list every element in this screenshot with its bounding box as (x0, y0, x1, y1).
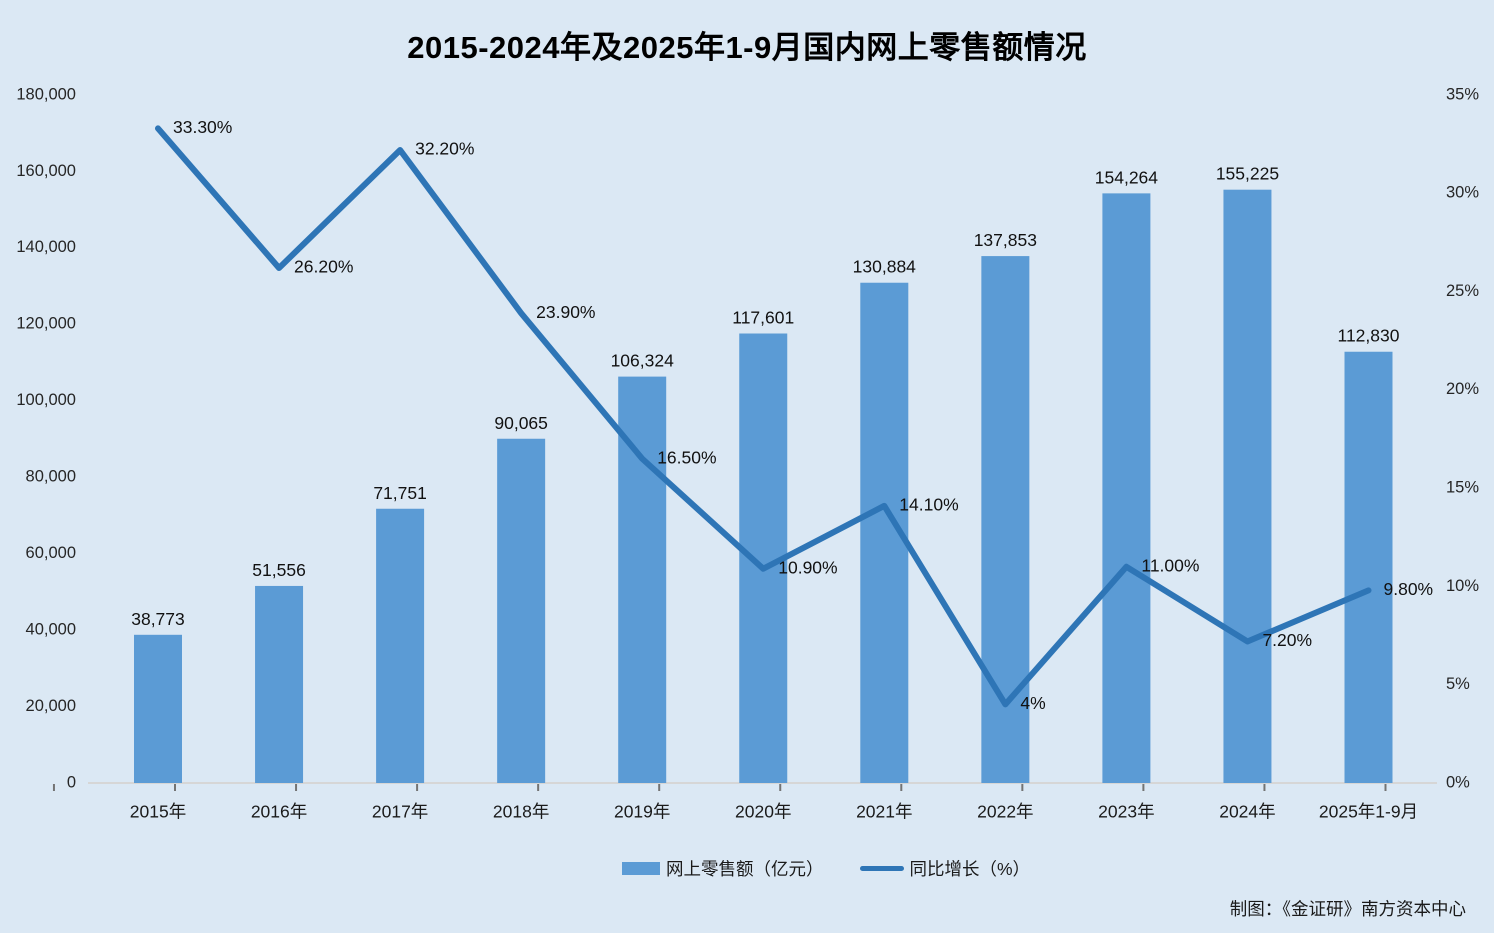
left-axis-tick-label: 60,000 (26, 544, 76, 562)
left-axis-tick-label: 80,000 (26, 468, 76, 486)
bar-value-label: 38,773 (131, 609, 185, 629)
bar-value-label: 137,853 (974, 230, 1037, 250)
category-label: 2020年 (735, 802, 791, 822)
x-axis (52, 782, 1437, 791)
category-label: 2017年 (372, 802, 428, 822)
right-axis-tick-label: 10% (1446, 577, 1479, 595)
growth-label: 26.20% (294, 257, 353, 277)
bar-value-label: 112,830 (1338, 326, 1400, 346)
bar (497, 438, 546, 783)
bar (376, 508, 425, 783)
bar-value-label: 71,751 (373, 483, 427, 503)
bar-value-label: 51,556 (252, 560, 306, 580)
growth-label: 7.20% (1262, 630, 1312, 650)
right-axis-tick-label: 0% (1446, 773, 1470, 791)
category-label: 2018年 (493, 802, 549, 822)
category-label: 2023年 (1098, 802, 1154, 822)
growth-label: 4% (1020, 693, 1045, 713)
growth-label: 14.10% (899, 494, 958, 514)
bar-series (134, 189, 1393, 783)
category-label: 2016年 (251, 802, 307, 822)
right-axis-tick-label: 25% (1446, 282, 1479, 300)
left-axis-tick-label: 140,000 (16, 238, 76, 256)
bar (255, 585, 304, 783)
chart-title: 2015-2024年及2025年1-9月国内网上零售额情况 (407, 30, 1087, 65)
left-axis-tick-label: 100,000 (16, 391, 76, 409)
growth-label: 9.80% (1384, 579, 1434, 599)
left-axis-tick-label: 40,000 (26, 620, 76, 638)
bar (618, 376, 667, 783)
y-axis-left: 0 20,000 40,000 60,000 80,000 100,000 120,000 1… (16, 85, 76, 791)
right-axis-tick-label: 5% (1446, 675, 1470, 693)
bar (1344, 351, 1393, 783)
bar (1102, 193, 1151, 783)
y-axis-right: 0% 5% 10% 15% 20% 25% 30% 35% (1446, 85, 1479, 791)
category-label: 2022年 (977, 802, 1033, 822)
bar-value-label: 155,225 (1216, 164, 1279, 184)
legend-item-line-series: 同比增长（%） (859, 856, 1031, 881)
legend-bar-label: 网上零售额（亿元） (666, 859, 824, 879)
line-series-swatch-icon (859, 866, 904, 871)
bar (134, 634, 182, 783)
growth-label: 16.50% (657, 447, 716, 467)
bar-value-labels: 38,773 51,556 71,751 90,065 106,324 117,601 13… (131, 164, 1400, 629)
bar-value-label: 130,884 (853, 257, 917, 277)
left-axis-tick-label: 160,000 (16, 162, 76, 180)
legend-item-bar-series: 网上零售额（亿元） (622, 856, 824, 881)
category-label: 2021年 (856, 802, 912, 822)
credit-text: 制图：《金证研》南方资本中心 (1229, 899, 1466, 919)
bar-value-label: 106,324 (611, 351, 675, 371)
category-label: 2019年 (614, 802, 670, 822)
category-label: 2015年 (130, 802, 186, 822)
bar-value-label: 90,065 (494, 413, 548, 433)
legend-line-label: 同比增长（%） (909, 859, 1031, 879)
growth-label: 23.90% (536, 302, 595, 322)
left-axis-tick-label: 0 (67, 773, 76, 791)
growth-label: 11.00% (1141, 555, 1199, 575)
right-axis-tick-label: 15% (1446, 479, 1479, 497)
category-label: 2024年 (1219, 802, 1275, 822)
growth-labels: 33.30% 26.20% 32.20% 23.90% 16.50% 10.90% 14.1… (173, 117, 1433, 713)
bar-series-swatch-icon (622, 862, 660, 875)
bar-value-label: 154,264 (1095, 167, 1159, 187)
right-axis-tick-label: 35% (1446, 85, 1479, 103)
growth-label: 10.90% (778, 557, 837, 577)
right-axis-tick-label: 20% (1446, 380, 1479, 398)
right-axis-tick-label: 30% (1446, 184, 1479, 202)
bar (1223, 189, 1272, 783)
bar (981, 256, 1030, 783)
x-axis-labels: 2015年 2016年 2017年 2018年 2019年 2020年 2021年 2022年… (130, 802, 1418, 822)
growth-label: 32.20% (415, 139, 474, 159)
growth-label: 33.30% (173, 117, 232, 137)
bar-value-label: 117,601 (732, 308, 794, 328)
left-axis-tick-label: 20,000 (26, 697, 76, 715)
growth-line (155, 125, 1372, 708)
category-label: 2025年1-9月 (1319, 802, 1418, 822)
left-axis-tick-label: 120,000 (16, 315, 76, 333)
legend: 网上零售额（亿元） 同比增长（%） (622, 856, 1030, 881)
left-axis-tick-label: 180,000 (16, 85, 76, 103)
